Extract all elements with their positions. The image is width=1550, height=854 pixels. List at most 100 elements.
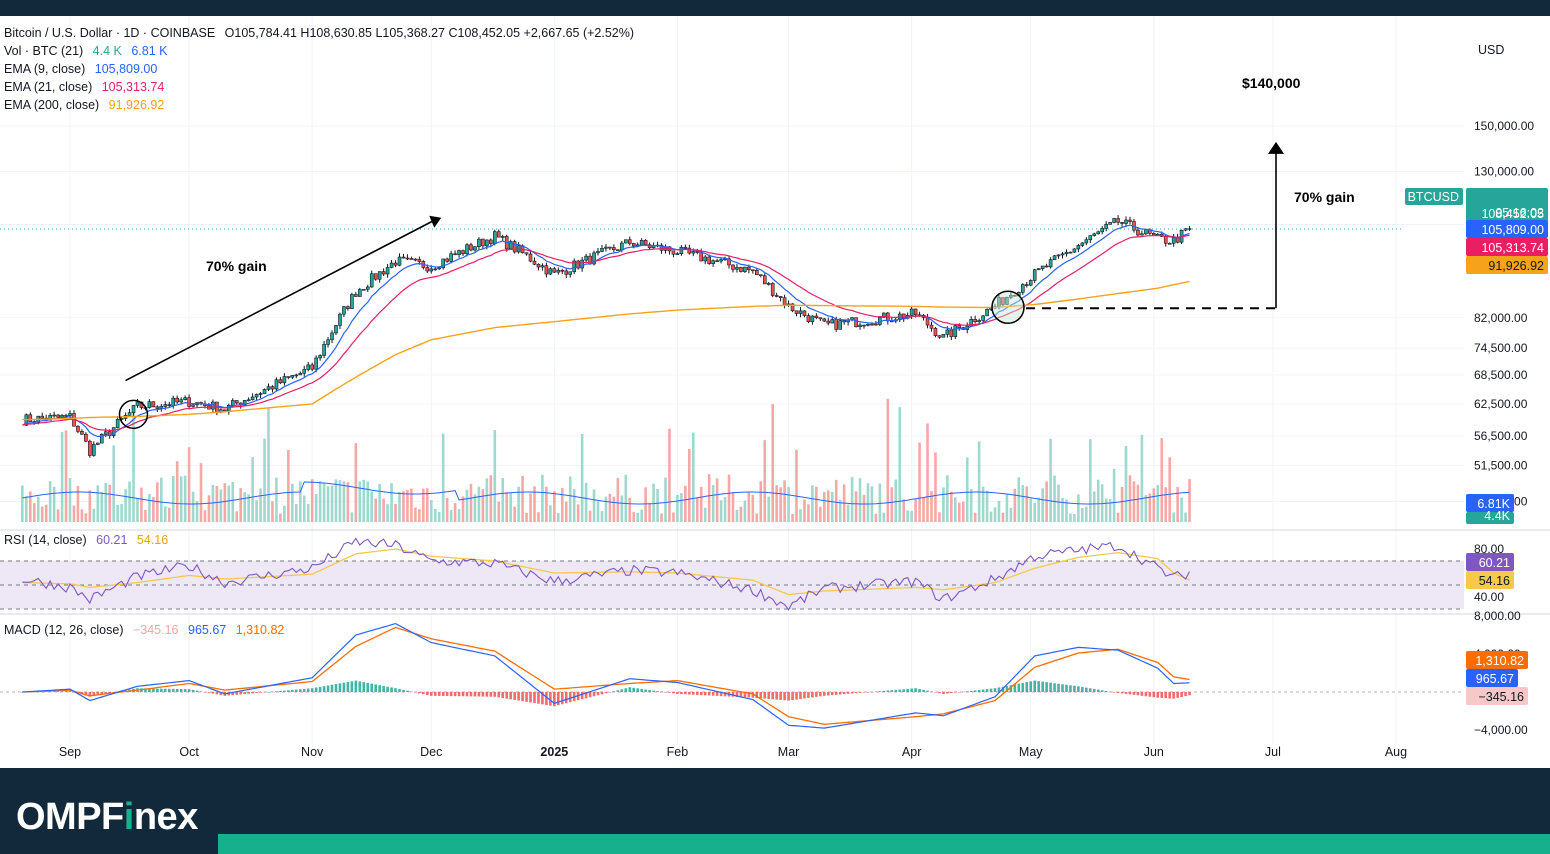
candle-body (477, 238, 481, 247)
macd-histogram-bar (298, 689, 302, 692)
volume-bar (279, 513, 282, 522)
volume-bar (72, 505, 76, 522)
volume-bar (287, 449, 290, 522)
candle-body (874, 323, 878, 326)
volume-bar (21, 485, 24, 522)
chart-area[interactable]: 70% gain $140,000 70% gain 150,000.00 130,00… (0, 16, 1550, 768)
macd-histogram-bar (493, 692, 497, 697)
volume-bar (652, 483, 655, 522)
macd-signal-value: 1,310.82 (235, 623, 285, 637)
volume-bar (1148, 493, 1152, 522)
ema9-label: EMA (9, close) (4, 62, 86, 76)
volume-bar (890, 487, 894, 522)
ema21-value: 105,313.74 (101, 80, 165, 94)
macd-histogram-bar (691, 692, 695, 695)
volume-bar (406, 489, 409, 522)
macd-histogram-bar (747, 692, 751, 698)
macd-histogram-bar (1069, 685, 1072, 692)
volume-bar (549, 505, 552, 522)
macd-histogram-bar (1013, 684, 1017, 692)
volume-bar (231, 481, 235, 522)
candle-body (314, 357, 318, 370)
candle-body (250, 396, 255, 401)
candle-body (1036, 268, 1041, 271)
macd-signal-badge: 1,310.82 (1475, 654, 1524, 668)
volume-bar (830, 491, 834, 522)
macd-histogram-bar (632, 687, 636, 692)
volume-bar (529, 493, 532, 522)
volume-bar (283, 505, 286, 522)
volume-bar (88, 490, 92, 522)
candle-body (735, 267, 739, 270)
macd-histogram-bar (1081, 686, 1084, 692)
volume-bar (910, 510, 913, 522)
volume-bar (632, 511, 636, 522)
currency-button[interactable]: USD (1468, 36, 1542, 64)
macd-histogram-bar (513, 692, 516, 700)
volume-bar (386, 504, 389, 522)
ema200-label: EMA (200, close) (4, 98, 100, 112)
macd-histogram-bar (183, 689, 187, 692)
macd-histogram-bar (52, 691, 56, 692)
candle-body (810, 315, 815, 322)
candle-body (60, 415, 64, 418)
macd-histogram-bar (219, 692, 223, 696)
rsi-line (22, 537, 1190, 611)
volume-bar (453, 503, 457, 522)
macd-histogram-bar (815, 692, 818, 697)
volume-bar (481, 489, 485, 522)
macd-histogram-bar (104, 692, 108, 694)
volume-bar (854, 491, 858, 522)
candle-body (631, 243, 636, 247)
time-axis-label: Mar (778, 745, 800, 759)
candle-body (1100, 228, 1104, 233)
volume-bar (731, 491, 735, 522)
macd-histogram-bar (1120, 692, 1124, 694)
macd-histogram-bar (819, 692, 822, 697)
volume-bar (426, 488, 429, 522)
macd-histogram-bar (707, 692, 711, 696)
macd-histogram-bar (596, 692, 600, 696)
volume-bar (668, 428, 671, 522)
macd-histogram-bar (422, 692, 425, 695)
volume-bar (723, 497, 727, 522)
candle-body (298, 372, 303, 376)
volume-bar (84, 513, 88, 522)
volume-bar (1085, 506, 1088, 522)
volume-bar (473, 494, 477, 522)
price-chart-svg[interactable]: 70% gain $140,000 70% gain 150,000.00 130,00… (0, 16, 1550, 768)
volume-bar (275, 477, 278, 522)
volume-bar (414, 507, 417, 522)
volume-bar (179, 476, 183, 522)
volume-bar (997, 500, 1001, 522)
volume-bar (664, 477, 667, 522)
volume-bar (680, 493, 683, 522)
volume-bar (235, 511, 239, 522)
price-axis-label: 150,000.00 (1474, 119, 1534, 133)
candle-body (115, 419, 120, 428)
volume-bar (501, 478, 505, 522)
macd-histogram-bar (771, 692, 774, 700)
candle-body (1032, 269, 1037, 281)
macd-histogram-bar (1073, 685, 1076, 692)
candle-body (858, 324, 862, 327)
candle-body (258, 393, 263, 395)
volume-bar (255, 500, 258, 522)
macd-histogram-bar (358, 681, 362, 692)
volume-bar (1180, 497, 1183, 522)
price-badge: 108,452.05 (1481, 207, 1544, 221)
target-price-label: $140,000 (1242, 75, 1301, 91)
candle-body (528, 253, 533, 262)
macd-histogram-bar (1037, 681, 1040, 692)
candle-body (88, 440, 92, 456)
volume-bar (588, 510, 592, 522)
macd-histogram-bar (719, 692, 723, 697)
candle-body (453, 253, 457, 256)
macd-hist-value: −345.16 (132, 623, 179, 637)
volume-bar (219, 489, 223, 522)
macd-histogram-bar (481, 692, 485, 697)
macd-histogram-bar (973, 690, 977, 692)
volume-bar (310, 479, 314, 522)
symbol-line: Bitcoin / U.S. Dollar · 1D · COINBASE (4, 26, 216, 40)
brand-logo[interactable]: OMPFinex (16, 796, 198, 838)
